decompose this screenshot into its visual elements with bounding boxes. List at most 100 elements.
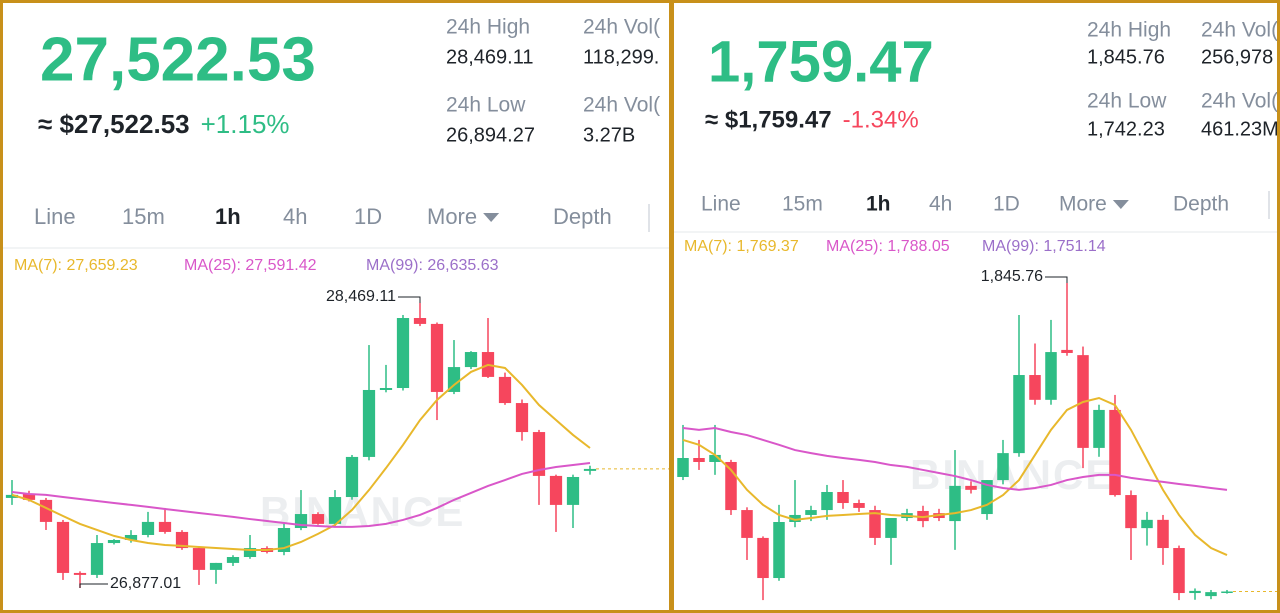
candle-body	[965, 485, 977, 490]
ma-line	[11, 462, 591, 528]
stat-value: 28,469.11	[446, 46, 534, 68]
tab[interactable]: More	[427, 204, 477, 229]
stat-label: 24h High	[1087, 19, 1171, 42]
candle-body	[583, 468, 597, 471]
candle-body	[1189, 590, 1201, 594]
dropdown-caret	[1112, 200, 1129, 209]
candle-body	[1221, 591, 1233, 594]
candle-body	[90, 543, 104, 575]
fiat-price: ≈ $1,759.47	[705, 106, 832, 133]
tab[interactable]: 1h	[866, 193, 891, 216]
stat-value: 256,978	[1201, 46, 1273, 68]
candle-body	[243, 548, 257, 558]
change: -1.34%	[843, 106, 919, 133]
watermark: BINANCE	[910, 451, 1115, 498]
candle-body	[192, 548, 206, 570]
candle-body	[413, 318, 427, 324]
candle-body	[345, 456, 359, 498]
tab[interactable]: 1D	[354, 204, 382, 229]
candle-body	[362, 389, 376, 457]
tab[interactable]: 4h	[283, 204, 307, 229]
price: 27,522.53	[40, 25, 316, 94]
price-marker-line	[79, 583, 108, 588]
candle-body	[853, 503, 865, 508]
eth-panel: 1,759.47 ≈ $1,759.47 -1.34% 24h High 1,845.7…	[672, 19, 1280, 601]
candle-body	[175, 531, 189, 549]
candle-body	[837, 491, 849, 504]
tab[interactable]: 15m	[122, 204, 165, 229]
candle-body	[1029, 375, 1041, 400]
ma-legend: MA(7): 1,769.37	[684, 238, 799, 255]
stat-value: 1,742.23	[1087, 118, 1165, 140]
candle-body	[396, 318, 410, 389]
candle-body	[1125, 495, 1137, 529]
panel-border	[0, 0, 672, 613]
stat-value: 26,894.27	[446, 124, 535, 146]
candle-body	[566, 476, 580, 505]
ma-legend: MA(99): 1,751.14	[982, 238, 1106, 255]
candle-body	[311, 514, 325, 524]
ma-legend: MA(25): 1,788.05	[826, 238, 950, 255]
stat-value: 1,845.76	[1087, 46, 1165, 68]
candle-body	[464, 352, 478, 368]
candle-body	[1061, 349, 1073, 353]
candle-body	[158, 521, 172, 532]
stat-label: 24h Vol(	[583, 16, 660, 39]
stat-label: 24h Vol(	[1201, 90, 1278, 113]
price-marker-label: 26,877.01	[110, 575, 181, 592]
candle-body	[773, 522, 785, 579]
candle-body	[107, 540, 121, 544]
candle-body	[141, 521, 155, 535]
stat-value: 3.27B	[583, 124, 635, 146]
candle-body	[515, 403, 529, 433]
tab[interactable]: More	[1059, 193, 1107, 216]
candle-body	[693, 458, 705, 462]
candle-body	[677, 458, 689, 477]
candle-body	[5, 494, 19, 498]
price-marker-label: 28,469.11	[326, 288, 396, 305]
candle-body	[1013, 375, 1025, 454]
candle-body	[885, 518, 897, 538]
price-marker-line	[398, 296, 421, 303]
tab[interactable]: 4h	[929, 193, 952, 216]
dropdown-caret	[483, 213, 500, 222]
candle-body	[498, 376, 512, 404]
btc-panel: 27,522.53 ≈ $27,522.53 +1.15% 24h High 28,46…	[0, 16, 670, 592]
stat-value: 118,299.	[583, 46, 659, 68]
tab[interactable]: 1h	[215, 204, 241, 229]
candle-body	[949, 485, 961, 522]
stat-label: 24h Vol(	[1201, 19, 1278, 42]
change: +1.15%	[201, 109, 290, 139]
stat-label: 24h Vol(	[583, 94, 660, 117]
candle-body	[532, 432, 546, 476]
candle-body	[226, 557, 240, 563]
ma-legend: MA(25): 27,591.42	[184, 257, 317, 274]
candle-body	[1093, 409, 1105, 448]
stat-label: 24h Low	[446, 94, 526, 117]
candle-body	[379, 388, 393, 390]
candle-body	[917, 510, 929, 522]
candle-body	[124, 534, 138, 541]
candle-body	[56, 521, 70, 573]
tab[interactable]: Line	[701, 193, 741, 216]
tab[interactable]: 1D	[993, 193, 1020, 216]
candle-body	[725, 461, 737, 511]
candle-body	[869, 510, 881, 538]
tab[interactable]: Depth	[553, 204, 612, 229]
fiat-price: ≈ $27,522.53	[38, 109, 190, 139]
tab[interactable]: Depth	[1173, 193, 1229, 216]
watermark: BINANCE	[260, 488, 465, 535]
candle-body	[447, 367, 461, 392]
candle-body	[789, 514, 801, 523]
candle-body	[73, 572, 87, 575]
candle-body	[549, 475, 563, 505]
candle-body	[1045, 352, 1057, 400]
tab[interactable]: Line	[34, 204, 76, 229]
candle-body	[1173, 548, 1185, 594]
candle-body	[1141, 519, 1153, 529]
candle-body	[1109, 409, 1121, 496]
candle-body	[757, 537, 769, 579]
tab[interactable]: 15m	[782, 193, 823, 216]
candle-body	[981, 480, 993, 515]
